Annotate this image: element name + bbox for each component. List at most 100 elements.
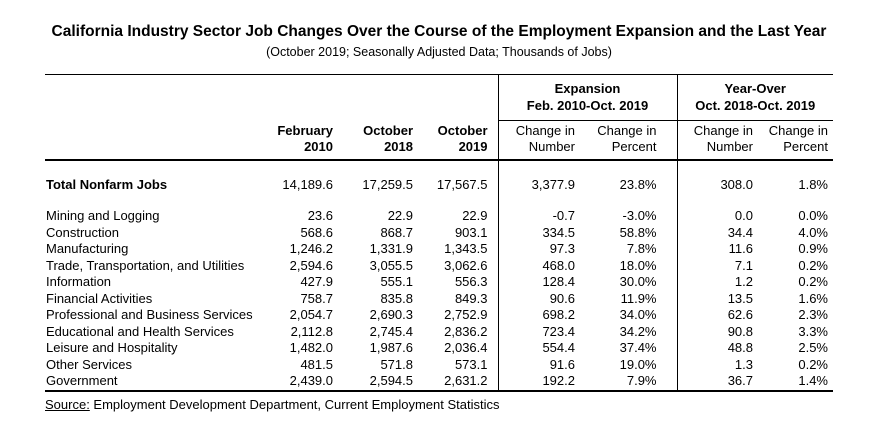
cell-feb-2010: 2,594.6 [289,257,333,273]
row-label: Other Services [46,356,132,372]
col-header-line1: Change in [597,122,657,138]
col-header-line1: February [277,122,333,138]
cell-expansion-number: 97.3 [497,241,579,258]
cell-yearover-number: 1.3 [676,356,757,373]
col-header-yearover-change-percent: Change in Percent [757,120,833,161]
table-row: Educational and Health Services 2,112.8 … [45,323,833,340]
source-label: Source: [45,396,90,412]
cell-oct-2019: 2,631.2 [444,373,488,388]
table-row: Construction 568.6 868.7 903.1 334.5 58.… [45,224,833,241]
cell-expansion-number: 3,377.9 [497,159,579,193]
cell-expansion-number: 698.2 [497,307,579,324]
cell-expansion-number: 91.6 [497,356,579,373]
group-header-year-over: Year-Over Oct. 2018-Oct. 2019 [676,74,833,121]
table-row: Mining and Logging 23.6 22.9 22.9 -0.7 -… [45,208,833,225]
cell-feb-2010: 2,439.0 [289,373,333,388]
table-row: Financial Activities 758.7 835.8 849.3 9… [45,290,833,307]
cell-oct-2019: 849.3 [454,290,488,306]
cell-oct-2018: 555.1 [380,274,413,289]
cell-yearover-percent: 0.2% [798,356,828,372]
col-header-line2: Number [706,138,753,154]
col-header-line2: 2019 [458,138,488,154]
cell-oct-2019: 3,062.6 [444,257,488,273]
cell-feb-2010: 1,246.2 [289,241,333,256]
cell-feb-2010: 14,189.6 [282,176,333,192]
row-label: Information [46,274,112,289]
group-header-row: Expansion Feb. 2010-Oct. 2019 Year-Over … [45,74,833,121]
cell-expansion-number: 723.4 [497,323,579,340]
cell-expansion-percent: 37.4% [619,340,657,355]
row-label: Manufacturing [46,241,129,256]
page-title: California Industry Sector Job Changes O… [51,23,827,40]
cell-feb-2010: 2,112.8 [290,323,333,339]
source-text: Employment Development Department, Curre… [89,396,500,412]
cell-oct-2019: 556.3 [454,274,488,289]
cell-expansion-percent: 7.8% [626,241,657,256]
cell-expansion-number: 128.4 [497,274,579,291]
cell-yearover-percent: 1.8% [798,176,828,192]
cell-oct-2019: 573.1 [454,356,488,372]
cell-yearover-percent: 0.0% [798,208,828,223]
row-label: Government [46,373,118,388]
cell-oct-2019: 903.1 [454,224,488,240]
col-header-february-2010: February 2010 [273,120,337,161]
table-row: Manufacturing 1,246.2 1,331.9 1,343.5 97… [45,241,833,258]
spacer-row [45,193,833,208]
cell-expansion-percent: 58.8% [619,224,657,240]
row-label: Total Nonfarm Jobs [46,176,168,192]
cell-expansion-number: 554.4 [497,340,579,357]
cell-yearover-percent: 3.3% [798,323,828,339]
cell-expansion-percent: 23.8% [619,176,657,192]
cell-oct-2019: 1,343.5 [444,241,488,256]
col-header-line1: October [437,122,488,138]
job-changes-table: Expansion Feb. 2010-Oct. 2019 Year-Over … [45,74,833,392]
col-header-line1: Change in [515,122,575,138]
cell-oct-2018: 868.7 [380,224,413,240]
cell-oct-2019: 2,036.4 [444,340,488,355]
col-header-october-2018: October 2018 [337,120,417,161]
col-header-line1: Change in [768,122,828,138]
row-label: Educational and Health Services [46,323,234,339]
cell-expansion-percent: 19.0% [619,356,657,372]
col-header-line2: 2010 [304,138,333,154]
cell-feb-2010: 758.7 [300,290,333,306]
cell-oct-2018: 3,055.5 [369,257,413,273]
row-label: Leisure and Hospitality [46,340,178,355]
table-row: Trade, Transportation, and Utilities 2,5… [45,257,833,274]
cell-yearover-percent: 4.0% [798,224,828,240]
cell-oct-2018: 1,987.6 [369,340,413,355]
page-subtitle: (October 2019; Seasonally Adjusted Data;… [266,45,612,59]
source-line: Source: Employment Development Departmen… [45,397,833,413]
col-header-line2: Percent [611,138,657,154]
cell-expansion-number: 334.5 [497,224,579,241]
cell-yearover-number: 90.8 [676,323,757,340]
cell-expansion-number: 468.0 [497,257,579,274]
col-header-line1: October [363,122,413,138]
cell-yearover-number: 34.4 [676,224,757,241]
cell-feb-2010: 2,054.7 [289,307,333,322]
column-header-row: February 2010 October 2018 October 2019 … [45,120,833,161]
total-nonfarm-row: Total Nonfarm Jobs 14,189.6 17,259.5 17,… [45,159,833,193]
cell-oct-2019: 2,752.9 [444,307,488,322]
group-header-line1: Year-Over [724,81,786,96]
row-label: Trade, Transportation, and Utilities [46,257,245,273]
cell-yearover-number: 0.0 [676,208,757,225]
cell-yearover-percent: 2.3% [798,307,828,322]
cell-yearover-number: 48.8 [676,340,757,357]
table-row: Information 427.9 555.1 556.3 128.4 30.0… [45,274,833,291]
group-header-line2: Feb. 2010-Oct. 2019 [526,98,649,113]
cell-feb-2010: 481.5 [300,356,333,372]
cell-yearover-percent: 0.2% [798,257,828,273]
cell-expansion-percent: -3.0% [622,208,657,223]
col-header-line2: Percent [783,138,828,154]
cell-yearover-number: 7.1 [676,257,757,274]
cell-feb-2010: 427.9 [300,274,333,289]
cell-yearover-percent: 0.2% [798,274,828,289]
cell-feb-2010: 568.6 [300,224,333,240]
cell-expansion-percent: 11.9% [620,290,657,306]
cell-expansion-number: -0.7 [497,208,579,225]
cell-yearover-percent: 0.9% [798,241,828,256]
row-label: Construction [46,224,119,240]
col-header-expansion-change-number: Change in Number [497,120,579,161]
cell-oct-2018: 835.8 [380,290,413,306]
